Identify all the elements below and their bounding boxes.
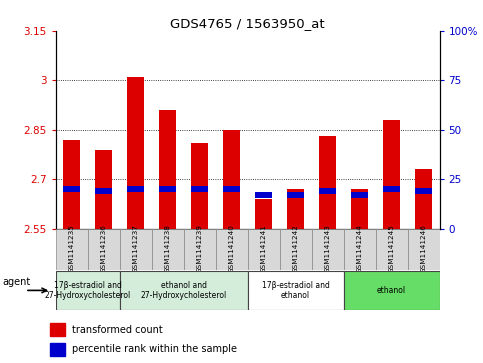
Text: GSM1141246: GSM1141246 xyxy=(421,224,426,273)
Bar xyxy=(248,229,280,270)
Bar xyxy=(56,229,87,270)
Bar xyxy=(191,187,208,192)
Bar xyxy=(63,140,80,229)
Bar xyxy=(56,271,120,310)
Bar xyxy=(280,229,312,270)
Bar xyxy=(376,229,408,270)
Bar xyxy=(383,120,400,229)
Bar xyxy=(120,229,152,270)
Bar xyxy=(127,77,144,229)
Bar xyxy=(319,136,336,229)
Bar xyxy=(87,229,120,270)
Bar xyxy=(415,169,432,229)
Bar xyxy=(184,229,215,270)
Text: ethanol and
27-Hydroxycholesterol: ethanol and 27-Hydroxycholesterol xyxy=(141,281,227,300)
Text: transformed count: transformed count xyxy=(71,325,162,335)
Bar xyxy=(159,187,176,192)
Text: 17β-estradiol and
27-Hydroxycholesterol: 17β-estradiol and 27-Hydroxycholesterol xyxy=(44,281,131,300)
Bar xyxy=(95,188,113,194)
Text: GSM1141243: GSM1141243 xyxy=(325,224,330,273)
Bar xyxy=(408,229,440,270)
Text: ethanol: ethanol xyxy=(377,286,406,295)
Bar xyxy=(215,229,248,270)
Bar xyxy=(50,343,65,356)
Text: GSM1141239: GSM1141239 xyxy=(197,224,202,273)
Bar xyxy=(159,110,176,229)
Text: GSM1141245: GSM1141245 xyxy=(388,224,395,273)
Bar xyxy=(95,150,113,229)
Text: GSM1141240: GSM1141240 xyxy=(228,224,235,273)
Bar xyxy=(223,187,241,192)
Bar xyxy=(223,130,241,229)
Bar xyxy=(415,188,432,194)
Text: agent: agent xyxy=(3,277,31,287)
Text: GSM1141242: GSM1141242 xyxy=(293,224,298,273)
Bar xyxy=(255,192,272,198)
Bar xyxy=(248,271,343,310)
Text: 17β-estradiol and
ethanol: 17β-estradiol and ethanol xyxy=(262,281,329,300)
Bar xyxy=(191,143,208,229)
Bar xyxy=(351,192,369,198)
Bar xyxy=(351,189,369,229)
Title: GDS4765 / 1563950_at: GDS4765 / 1563950_at xyxy=(170,17,325,30)
Bar xyxy=(255,199,272,229)
Text: GSM1141237: GSM1141237 xyxy=(132,224,139,273)
Text: percentile rank within the sample: percentile rank within the sample xyxy=(71,344,237,354)
Bar xyxy=(312,229,343,270)
Bar xyxy=(287,189,304,229)
Text: GSM1141235: GSM1141235 xyxy=(69,224,74,273)
Bar xyxy=(50,323,65,337)
Text: GSM1141241: GSM1141241 xyxy=(260,224,267,273)
Bar xyxy=(319,188,336,194)
Text: GSM1141244: GSM1141244 xyxy=(356,224,363,273)
Text: GSM1141236: GSM1141236 xyxy=(100,224,107,273)
Bar xyxy=(343,229,376,270)
Bar xyxy=(287,192,304,198)
Bar xyxy=(63,187,80,192)
Bar xyxy=(120,271,248,310)
Text: GSM1141238: GSM1141238 xyxy=(165,224,170,273)
Bar xyxy=(343,271,440,310)
Bar xyxy=(127,187,144,192)
Bar xyxy=(383,187,400,192)
Bar xyxy=(152,229,184,270)
